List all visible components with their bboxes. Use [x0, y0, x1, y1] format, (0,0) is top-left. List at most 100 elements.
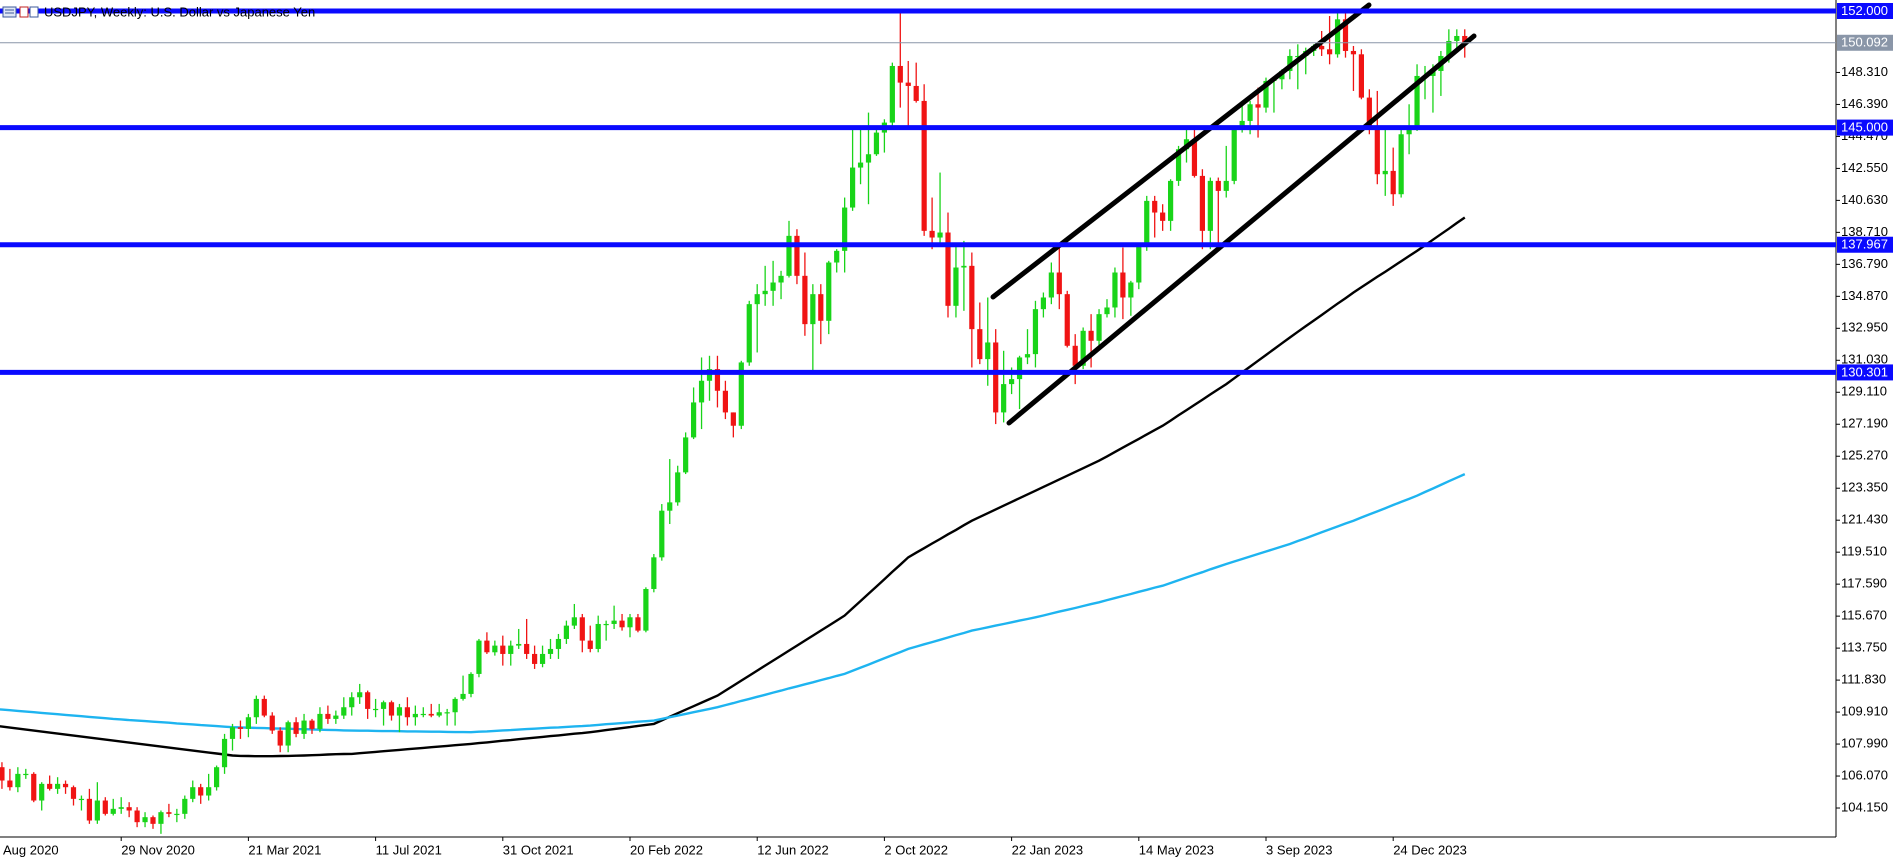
- candle-body: [1128, 282, 1134, 298]
- candle-body: [349, 697, 355, 708]
- y-tick-label: 106.070: [1841, 767, 1888, 782]
- x-tick-label: 2 Oct 2022: [884, 842, 948, 857]
- candle-body: [516, 643, 522, 646]
- candle-body: [722, 390, 728, 413]
- candle-body: [826, 262, 832, 321]
- candle-body: [857, 162, 864, 168]
- moving-average-line: [0, 216, 1466, 758]
- candle-body: [627, 617, 633, 628]
- y-tick-label: 107.990: [1841, 735, 1888, 750]
- candle-body: [1223, 180, 1229, 191]
- candle-body: [611, 620, 617, 624]
- x-tick-label: 14 May 2023: [1139, 842, 1214, 857]
- candle-body: [420, 713, 426, 716]
- candle-body: [913, 85, 919, 101]
- candle-body: [55, 783, 61, 789]
- candle-body: [834, 250, 840, 263]
- candle-body: [1064, 294, 1070, 346]
- candle-body: [1199, 175, 1205, 231]
- candle-body: [985, 342, 991, 360]
- x-tick-label: 12 Jun 2022: [757, 842, 829, 857]
- candle-body: [468, 673, 474, 694]
- candle-body: [118, 807, 124, 809]
- candle-body: [150, 817, 156, 824]
- candle-body: [341, 707, 347, 716]
- candle-body: [1319, 45, 1325, 50]
- candle-body: [325, 713, 331, 719]
- y-tick-label: 123.350: [1841, 480, 1888, 495]
- candle-body: [15, 773, 21, 788]
- candle-body: [547, 648, 554, 654]
- candle-body: [571, 617, 577, 626]
- candle-body: [261, 698, 267, 716]
- x-tick-label: 24 Dec 2023: [1393, 842, 1467, 857]
- candle-body: [873, 132, 880, 155]
- candle-body: [47, 783, 53, 789]
- candle-body: [1390, 170, 1396, 195]
- candle-body: [961, 265, 967, 268]
- candle-body: [1430, 70, 1436, 76]
- candle-body: [158, 812, 164, 824]
- y-tick-label: 142.550: [1841, 160, 1888, 175]
- candle-body: [1136, 245, 1142, 283]
- candle-body: [404, 707, 410, 718]
- x-tick-label: 11 Jul 2021: [376, 842, 442, 857]
- candle-body: [1350, 50, 1357, 55]
- candle-body: [563, 625, 569, 639]
- candle-body: [78, 798, 85, 801]
- icon: [19, 6, 29, 18]
- candle-body: [412, 713, 418, 718]
- candle-body: [70, 787, 77, 799]
- x-tick-label: 29 Nov 2020: [121, 842, 195, 857]
- candle-body: [1382, 170, 1388, 175]
- candle-body: [1088, 330, 1094, 341]
- candle-body: [555, 638, 562, 649]
- candle-body: [746, 304, 752, 363]
- candle-body: [126, 807, 132, 811]
- x-tick-label: Aug 2020: [3, 842, 59, 857]
- candle-body: [1168, 180, 1174, 221]
- candle-body: [675, 472, 681, 503]
- candle-body: [293, 722, 299, 734]
- candle-body: [524, 643, 530, 654]
- y-tick-label: 121.430: [1841, 512, 1888, 527]
- price-level-tag: [1837, 2, 1893, 19]
- y-tick-label: 125.270: [1841, 448, 1888, 463]
- candle-body: [1231, 129, 1237, 181]
- candle-body: [1295, 55, 1301, 58]
- candle-body: [1080, 330, 1086, 366]
- price-level-label: 152.000: [1841, 3, 1888, 18]
- y-tick-label: 117.590: [1841, 576, 1887, 591]
- candle-body: [23, 773, 29, 776]
- candle-body: [730, 412, 736, 426]
- candle-body: [1096, 314, 1102, 341]
- chart-title: USDJPY, Weekly: U.S. Dollar vs Japanese …: [44, 4, 315, 19]
- candle-body: [1144, 200, 1150, 246]
- candle-body: [1048, 272, 1054, 298]
- candle-body: [214, 767, 220, 788]
- y-tick-label: 140.630: [1841, 192, 1888, 207]
- candle-body: [62, 783, 69, 788]
- candle-body: [31, 773, 37, 801]
- candle-body: [1032, 309, 1039, 355]
- y-tick-label: 109.910: [1841, 704, 1888, 719]
- y-tick-label: 104.150: [1841, 799, 1888, 814]
- candle-body: [738, 362, 744, 426]
- price-level-tag: [1837, 364, 1893, 381]
- candle-body: [301, 720, 307, 734]
- candle-body: [190, 787, 196, 799]
- candle-body: [619, 620, 625, 628]
- candle-body: [1009, 379, 1015, 385]
- y-tick-label: 136.790: [1841, 256, 1888, 271]
- candle-body: [603, 623, 609, 626]
- candle-body: [508, 645, 514, 654]
- y-tick-label: 146.390: [1841, 96, 1888, 111]
- candle-body: [1358, 54, 1364, 98]
- price-levels: 150.092 152.000 145.000 137.967 130.301: [0, 2, 1893, 381]
- candle-body: [539, 653, 546, 664]
- y-tick-label: 131.030: [1841, 352, 1888, 367]
- candle-body: [850, 167, 856, 208]
- candle-body: [1072, 345, 1078, 366]
- candle-body: [1327, 49, 1333, 55]
- x-tick-label: 20 Feb 2022: [630, 842, 703, 857]
